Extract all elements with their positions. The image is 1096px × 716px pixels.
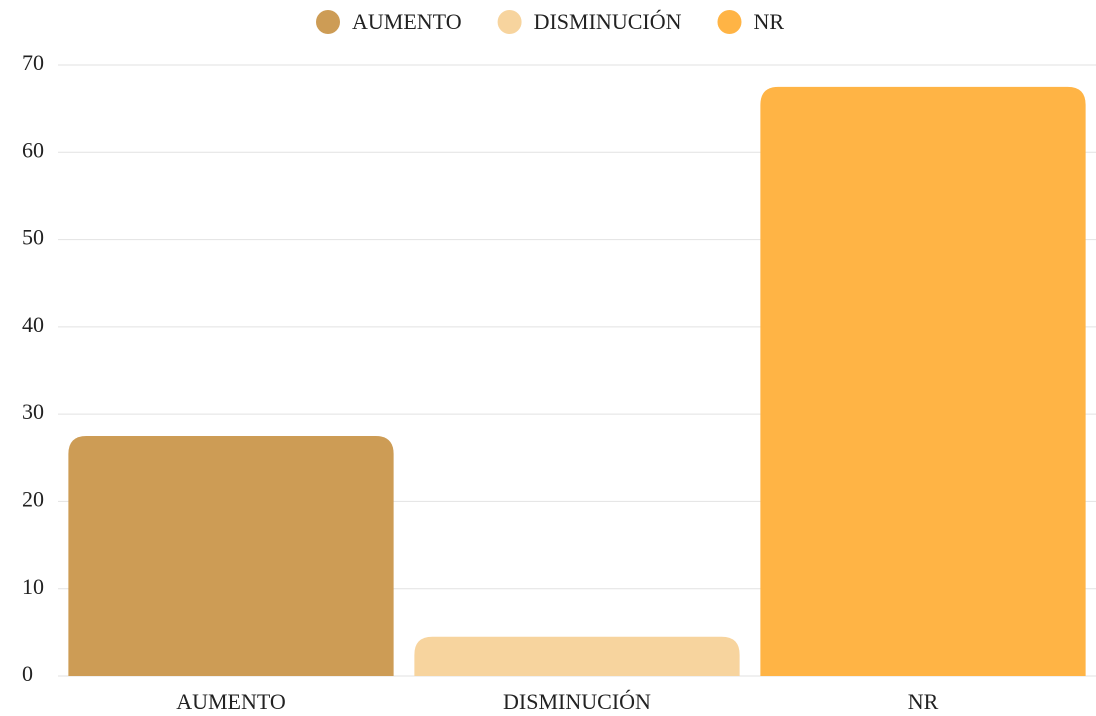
y-tick-label: 50	[22, 225, 44, 250]
x-tick-label: AUMENTO	[176, 689, 286, 714]
legend-swatch	[497, 10, 522, 34]
bar	[414, 636, 740, 676]
x-tick-label: DISMINUCIÓN	[503, 689, 651, 714]
legend-swatch	[717, 10, 742, 34]
y-tick-label: 20	[22, 486, 44, 511]
y-tick-label: 30	[22, 399, 44, 424]
legend-swatch	[316, 10, 340, 34]
legend-label: DISMINUCIÓN	[534, 9, 682, 34]
y-tick-label: 40	[22, 312, 44, 337]
y-tick-label: 70	[22, 50, 44, 75]
bar	[760, 86, 1086, 677]
legend-label: NR	[753, 9, 784, 34]
bar	[68, 435, 394, 676]
y-tick-label: 10	[22, 574, 44, 599]
x-tick-label: NR	[908, 689, 939, 714]
y-tick-label: 60	[22, 137, 44, 162]
y-tick-label: 0	[22, 661, 33, 686]
legend-label: AUMENTO	[352, 9, 462, 34]
